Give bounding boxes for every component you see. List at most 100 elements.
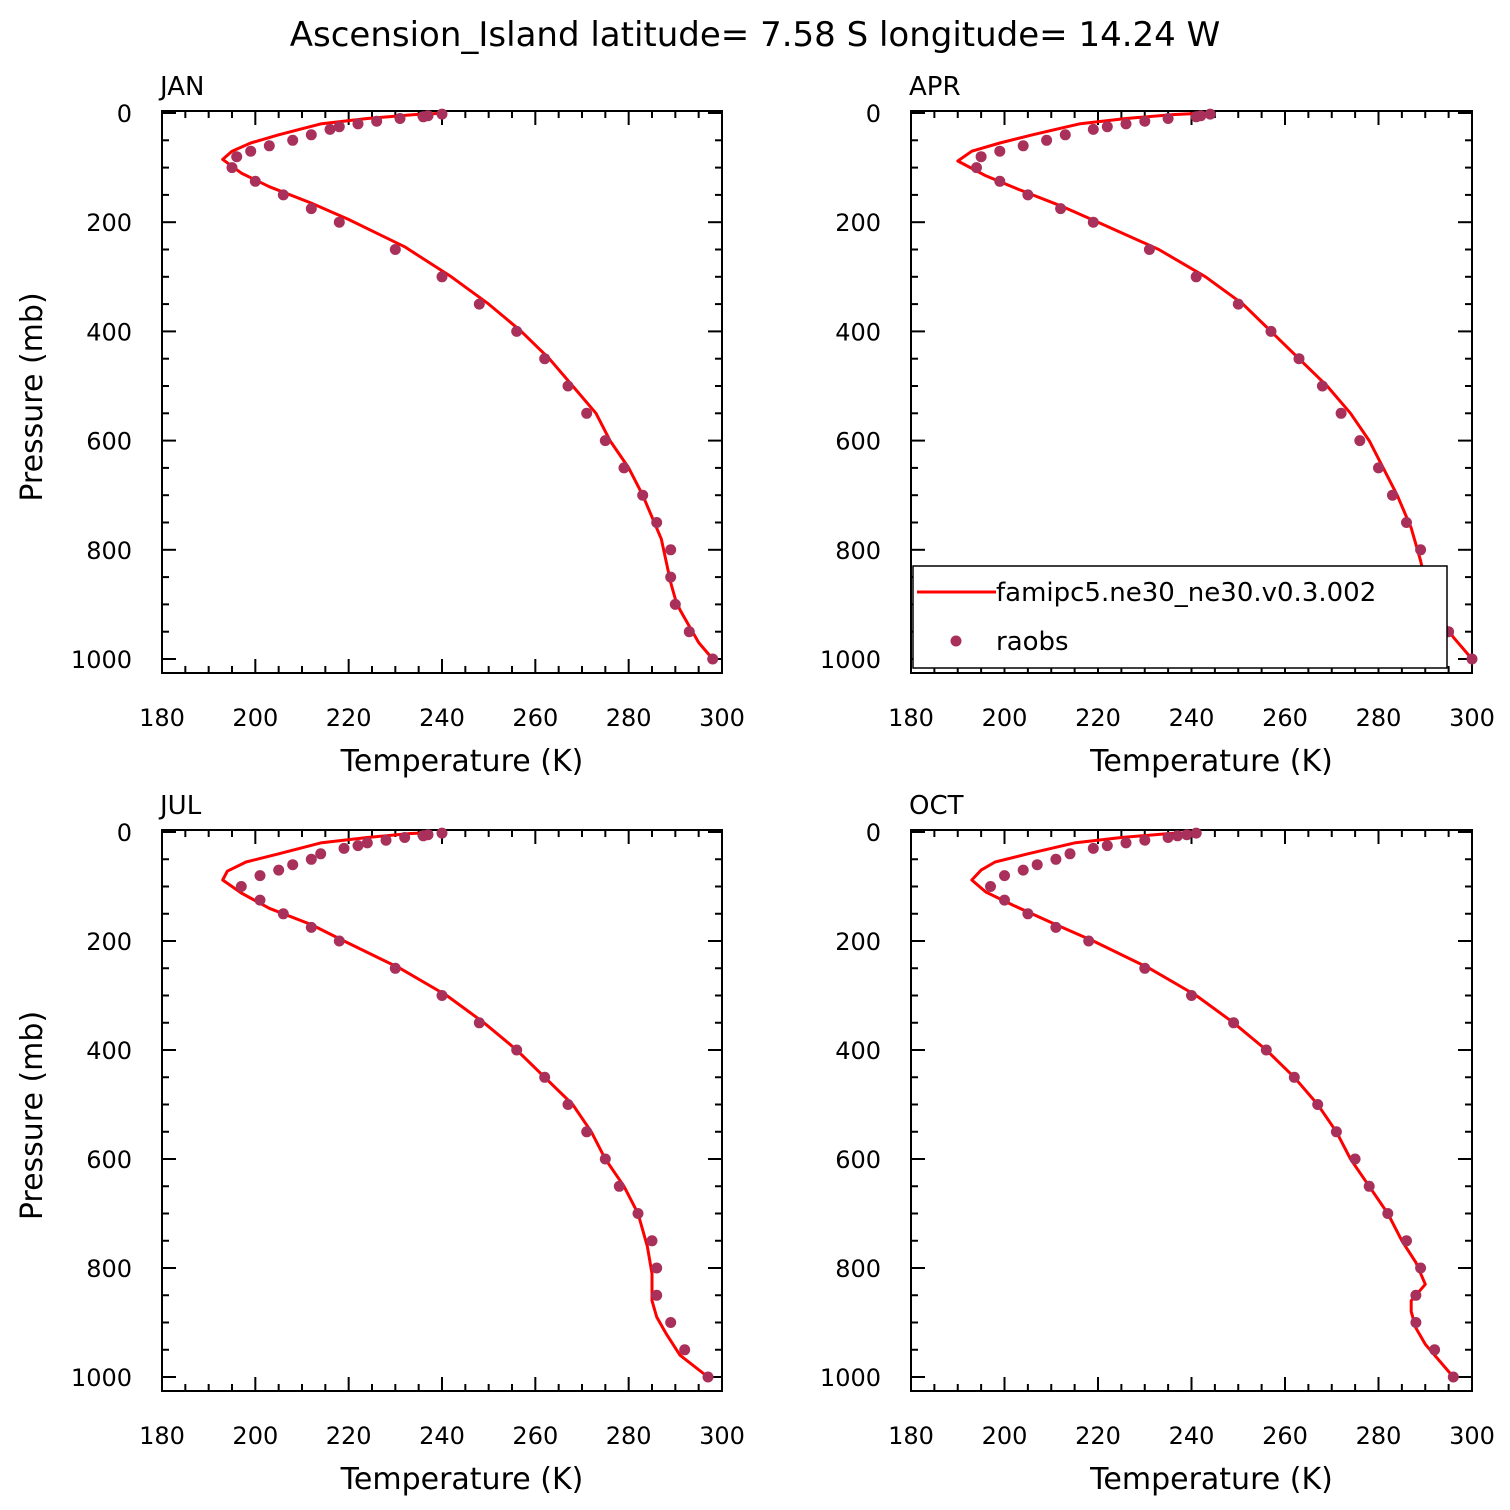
raobs-point bbox=[1186, 990, 1197, 1001]
raobs-point bbox=[287, 134, 299, 146]
raobs-point bbox=[436, 271, 448, 283]
raobs-point bbox=[254, 894, 266, 906]
raobs-point bbox=[1363, 1180, 1375, 1192]
x-tick-label: 180 bbox=[888, 1422, 934, 1450]
x-tick-label: 300 bbox=[699, 1422, 745, 1450]
raobs-point bbox=[361, 837, 373, 849]
x-tick-label: 240 bbox=[1169, 1422, 1215, 1450]
x-tick-label: 200 bbox=[232, 1422, 278, 1450]
raobs-point bbox=[599, 1153, 611, 1165]
x-axis: 180 200 220 240 260 280 300 bbox=[139, 111, 745, 732]
panel-apr: APR 180 200 220 240 260 280 300 0 200 400 600 800 100… bbox=[820, 72, 1495, 779]
raobs-point bbox=[1373, 462, 1384, 474]
plot-frame bbox=[910, 829, 1473, 1392]
raobs-point bbox=[352, 118, 364, 130]
raobs-point bbox=[1401, 1235, 1412, 1247]
raobs-point bbox=[352, 840, 364, 852]
raobs-point bbox=[646, 1235, 658, 1247]
raobs-point bbox=[1387, 489, 1398, 501]
raobs-point bbox=[702, 1371, 714, 1383]
panels: JAN 180 200 220 240 260 280 300 0 200 400 600 800 100… bbox=[15, 72, 1495, 1497]
x-tick-label: 200 bbox=[982, 1422, 1028, 1450]
raobs-point bbox=[1410, 1317, 1422, 1328]
series-line-model bbox=[221, 831, 709, 1379]
raobs-point bbox=[249, 175, 261, 187]
raobs-point bbox=[1064, 848, 1076, 860]
panel-jan: JAN 180 200 220 240 260 280 300 0 200 400 600 800 100… bbox=[15, 72, 745, 779]
raobs-point bbox=[511, 325, 523, 337]
raobs-point bbox=[1354, 435, 1366, 447]
raobs-point bbox=[539, 1071, 551, 1083]
raobs-point bbox=[679, 1344, 691, 1356]
y-tick-label: 600 bbox=[835, 1146, 881, 1174]
raobs-point bbox=[1312, 1099, 1324, 1110]
raobs-point bbox=[1415, 1262, 1427, 1274]
x-tick-label: 260 bbox=[1262, 704, 1308, 732]
raobs-point bbox=[1228, 1017, 1240, 1029]
panel-label: JAN bbox=[158, 72, 204, 102]
raobs-point bbox=[473, 298, 485, 310]
raobs-point bbox=[994, 145, 1006, 157]
raobs-point bbox=[436, 827, 448, 839]
raobs-point bbox=[581, 407, 593, 419]
figure-title: Ascension_Island latitude= 7.58 S longit… bbox=[290, 15, 1221, 55]
raobs-point bbox=[651, 1289, 663, 1301]
raobs-point bbox=[985, 881, 996, 892]
raobs-point bbox=[324, 123, 336, 135]
y-axis: 0 200 400 600 800 1000 bbox=[71, 100, 722, 674]
x-tick-label: 220 bbox=[1075, 1422, 1121, 1450]
raobs-point bbox=[562, 1099, 574, 1110]
raobs-point bbox=[1265, 325, 1277, 337]
raobs-point bbox=[473, 1017, 485, 1029]
x-tick-label: 180 bbox=[139, 1422, 185, 1450]
x-tick-label: 280 bbox=[1356, 704, 1402, 732]
raobs-point bbox=[1087, 842, 1099, 854]
raobs-point bbox=[287, 859, 299, 871]
y-tick-label: 0 bbox=[866, 819, 881, 847]
series-raobs bbox=[971, 108, 1478, 665]
raobs-point bbox=[651, 1262, 663, 1274]
y-tick-label: 400 bbox=[86, 1037, 132, 1065]
raobs-point bbox=[511, 1044, 523, 1056]
y-tick-label: 800 bbox=[86, 537, 132, 565]
series-line-model bbox=[970, 831, 1455, 1378]
raobs-point bbox=[1031, 859, 1043, 871]
raobs-point bbox=[389, 244, 401, 255]
plot-frame bbox=[161, 110, 723, 674]
raobs-point bbox=[618, 462, 630, 474]
raobs-point bbox=[1190, 111, 1202, 123]
raobs-point bbox=[273, 864, 285, 876]
raobs-point bbox=[975, 151, 987, 163]
raobs-point bbox=[263, 140, 275, 152]
y-tick-label: 1000 bbox=[820, 646, 881, 674]
x-tick-label: 240 bbox=[1169, 704, 1215, 732]
raobs-point bbox=[1190, 827, 1202, 839]
y-tick-label: 200 bbox=[835, 209, 881, 237]
y-tick-label: 200 bbox=[86, 928, 132, 956]
y-tick-label: 800 bbox=[86, 1255, 132, 1283]
x-tick-label: 240 bbox=[419, 704, 465, 732]
raobs-point bbox=[333, 121, 345, 133]
raobs-point bbox=[1055, 203, 1067, 215]
y-tick-label: 200 bbox=[835, 928, 881, 956]
raobs-point bbox=[389, 962, 401, 974]
x-axis-label: Temperature (K) bbox=[1089, 744, 1333, 779]
raobs-point bbox=[1349, 1153, 1361, 1165]
x-tick-label: 220 bbox=[326, 1422, 372, 1450]
raobs-point bbox=[1050, 853, 1062, 865]
raobs-point bbox=[665, 1317, 677, 1328]
y-tick-label: 1000 bbox=[820, 1364, 881, 1392]
legend-box bbox=[912, 565, 1448, 669]
raobs-point bbox=[669, 598, 681, 610]
raobs-point bbox=[1087, 123, 1099, 135]
x-axis: 180 200 220 240 260 280 300 bbox=[139, 830, 745, 1450]
raobs-point bbox=[1429, 1344, 1441, 1356]
raobs-point bbox=[581, 1126, 593, 1138]
y-tick-label: 200 bbox=[86, 209, 132, 237]
raobs-point bbox=[1087, 216, 1099, 228]
raobs-point bbox=[1083, 935, 1095, 947]
raobs-point bbox=[999, 894, 1010, 906]
raobs-point bbox=[277, 908, 289, 920]
y-tick-label: 600 bbox=[86, 1146, 132, 1174]
raobs-point bbox=[305, 129, 317, 141]
